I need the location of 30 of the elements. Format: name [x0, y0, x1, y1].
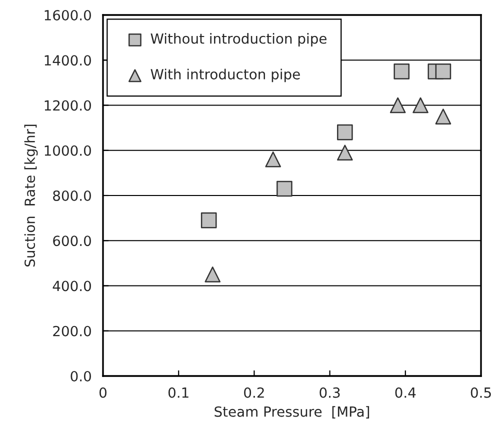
y-tick-label: 400.0 — [52, 280, 91, 292]
point — [390, 97, 406, 114]
point — [204, 266, 221, 282]
point — [337, 144, 353, 161]
y-tick-label: 200.0 — [53, 326, 91, 336]
x-tick-label: 0.1 — [168, 387, 188, 398]
point — [276, 180, 292, 197]
y-tick-label: 800.0 — [53, 190, 91, 201]
y-tick-label: 1200.0 — [44, 100, 91, 111]
legend-label: Without introduction pipe — [150, 33, 326, 46]
point — [412, 97, 428, 114]
x-tick-label: 0.4 — [395, 387, 416, 398]
point — [435, 64, 452, 80]
legend-label: With introducton pipe — [150, 68, 300, 82]
y-tick-label: 1600.0 — [44, 10, 91, 20]
x-tick-label: 0 — [99, 387, 106, 398]
y-tick-label: 1000.0 — [44, 145, 91, 156]
x-tick-label: 0.2 — [244, 387, 264, 398]
point — [337, 124, 353, 140]
point — [200, 212, 217, 228]
point — [435, 108, 452, 124]
y-tick-label: 0.0 — [70, 370, 91, 382]
x-tick-label: 0.5 — [470, 387, 491, 398]
point — [394, 64, 410, 80]
y-tick-label: 600.0 — [53, 236, 91, 246]
y-tick-label: 1400.0 — [44, 55, 91, 66]
x-axis-title: Steam Pressure [MPa] — [214, 406, 370, 418]
y-axis-title: Suction Rate [kg/hr] — [24, 124, 38, 266]
x-tick-label: 0.3 — [320, 387, 340, 398]
point — [265, 151, 282, 168]
